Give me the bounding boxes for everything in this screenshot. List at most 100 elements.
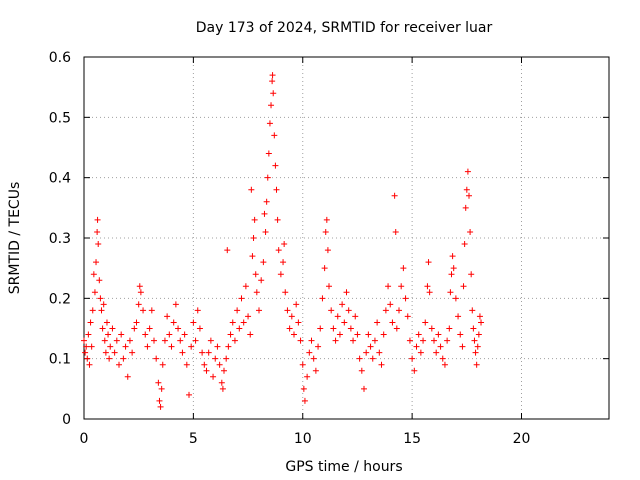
- data-point: [450, 265, 457, 272]
- data-point: [101, 337, 108, 344]
- data-point: [428, 325, 435, 332]
- data-point: [102, 349, 109, 356]
- data-point: [94, 228, 101, 235]
- data-point: [345, 307, 352, 314]
- data-point: [221, 367, 227, 374]
- data-point: [126, 337, 133, 344]
- tick-layer: 0 0.1 0.2 0.3 0.4 0.5 0.6 0 5 10 15 20: [49, 50, 609, 447]
- data-point: [404, 313, 411, 320]
- data-point: [317, 325, 324, 332]
- x-tick-label: 10: [294, 431, 312, 447]
- data-point: [98, 307, 105, 314]
- data-point: [293, 301, 300, 308]
- data-point: [151, 337, 157, 344]
- data-point: [103, 319, 110, 326]
- data-point: [324, 247, 331, 254]
- data-point: [111, 349, 118, 356]
- data-point: [91, 289, 98, 296]
- data-point: [258, 277, 265, 284]
- data-point: [382, 307, 389, 314]
- data-point: [449, 253, 456, 260]
- data-point: [380, 331, 387, 338]
- y-tick-label: 0.2: [49, 291, 71, 307]
- data-point: [105, 331, 112, 338]
- data-point: [328, 307, 335, 314]
- data-point: [131, 325, 138, 332]
- data-point: [273, 186, 280, 193]
- data-point: [156, 397, 163, 404]
- data-point: [291, 331, 297, 338]
- data-point: [256, 307, 262, 314]
- data-point: [284, 307, 291, 314]
- data-point: [242, 283, 249, 290]
- data-point: [339, 301, 346, 308]
- data-point: [476, 313, 483, 320]
- data-point: [365, 331, 372, 338]
- data-point: [249, 253, 256, 260]
- data-point: [478, 319, 485, 326]
- data-point: [224, 247, 231, 254]
- data-point: [203, 367, 210, 374]
- data-point: [158, 385, 165, 392]
- data-point: [247, 331, 254, 338]
- data-point: [118, 331, 125, 338]
- data-point: [336, 331, 343, 338]
- data-point: [207, 337, 214, 344]
- data-point: [113, 337, 120, 344]
- data-point: [391, 192, 398, 199]
- data-point: [459, 343, 466, 350]
- data-point: [312, 367, 319, 374]
- data-point: [358, 367, 365, 374]
- y-tick-label: 0.6: [49, 50, 71, 66]
- data-point: [269, 78, 276, 85]
- data-point: [306, 349, 313, 356]
- data-point: [263, 198, 270, 205]
- data-point: [341, 319, 348, 326]
- data-point: [461, 241, 468, 248]
- data-point: [88, 343, 95, 350]
- data-point: [473, 361, 480, 368]
- data-point: [212, 355, 219, 362]
- data-point: [194, 307, 201, 314]
- grid-layer: [84, 57, 609, 419]
- data-point: [467, 228, 474, 235]
- data-point: [295, 319, 302, 326]
- data-point: [332, 337, 339, 344]
- data-point: [84, 355, 91, 362]
- data-point: [470, 325, 477, 332]
- data-point: [142, 331, 149, 338]
- data-point: [153, 355, 160, 362]
- data-point: [462, 204, 469, 211]
- data-point: [93, 259, 100, 266]
- data-point: [299, 361, 306, 368]
- data-point: [99, 325, 106, 332]
- data-point: [300, 385, 307, 392]
- data-point: [159, 361, 166, 368]
- data-point: [389, 319, 396, 326]
- data-point: [385, 283, 392, 290]
- data-point: [463, 186, 470, 193]
- data-point: [398, 283, 405, 290]
- data-point: [95, 241, 102, 248]
- data-point: [460, 283, 467, 290]
- data-point: [272, 162, 279, 169]
- data-point: [155, 379, 162, 386]
- data-point: [192, 337, 199, 344]
- data-point: [315, 343, 322, 350]
- data-point: [367, 343, 374, 350]
- data-point: [227, 331, 234, 338]
- data-point: [392, 228, 399, 235]
- data-point: [81, 337, 87, 344]
- data-point: [250, 235, 257, 241]
- data-point: [251, 216, 258, 223]
- data-point: [424, 283, 431, 290]
- data-point: [319, 295, 326, 302]
- data-point: [297, 337, 304, 344]
- data-point: [439, 355, 446, 362]
- data-point: [97, 295, 104, 302]
- data-point: [157, 403, 164, 410]
- data-point: [248, 186, 255, 193]
- data-point: [168, 343, 175, 350]
- data-point: [148, 307, 155, 314]
- data-point: [264, 174, 271, 181]
